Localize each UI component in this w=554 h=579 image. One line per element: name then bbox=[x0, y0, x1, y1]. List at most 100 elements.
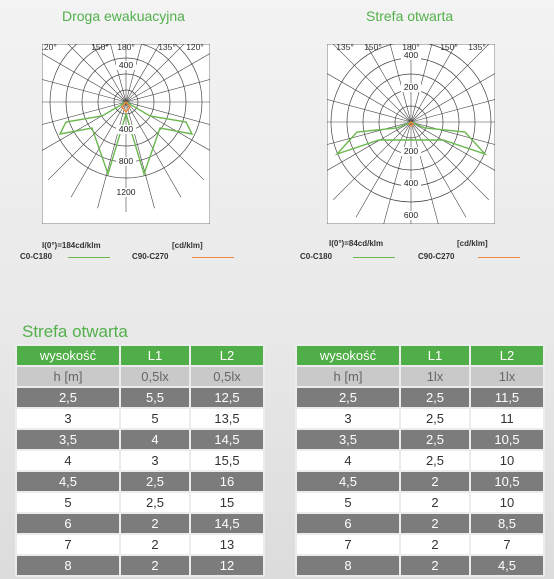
radial-value: 1200 bbox=[117, 187, 136, 197]
table-row: 3 5 13,5 bbox=[15, 407, 265, 430]
angle-label: 150° bbox=[440, 42, 458, 52]
table-cell: 7 bbox=[295, 533, 401, 556]
value-bg bbox=[401, 211, 421, 220]
table-cell: 2,5 bbox=[15, 386, 121, 409]
table-cell: 3,5 bbox=[295, 428, 401, 451]
angle-label: 180° bbox=[117, 42, 135, 52]
grid-radial bbox=[411, 67, 506, 122]
photometric-table-1lx: wysokość L1 L2 h [m] 1lx 1lx 2,5 2,5 11,5 3 2,5… bbox=[295, 344, 545, 577]
grid-radial bbox=[316, 122, 411, 177]
table-row: 7 2 13 bbox=[15, 533, 265, 556]
table-cell: 2,5 bbox=[399, 449, 471, 472]
grid-radial bbox=[48, 102, 126, 180]
angle-label: 105° bbox=[299, 95, 317, 105]
unit-cell: 1lx bbox=[399, 365, 471, 388]
table-cell: 4,5 bbox=[469, 554, 545, 577]
legend-c90-label: C90-C270 bbox=[132, 252, 169, 261]
grid-radial bbox=[126, 7, 181, 102]
table-header-row: wysokość L1 L2 bbox=[295, 344, 545, 367]
grid-radial bbox=[411, 122, 517, 150]
angle-label: 30° bbox=[465, 225, 478, 235]
grid-radial bbox=[126, 102, 204, 180]
table-cell: 14,5 bbox=[189, 512, 265, 535]
photometric-table-05lx: wysokość L1 L2 h [m] 0,5lx 0,5lx 2,5 5,5 12,5… bbox=[15, 344, 265, 577]
table-row: 4,5 2 10,5 bbox=[295, 470, 545, 493]
radial-value: 600 bbox=[404, 210, 418, 220]
column-header: wysokość bbox=[15, 344, 121, 367]
intensity-label: I(0°)=84cd/klm bbox=[329, 239, 384, 248]
value-bg bbox=[116, 157, 136, 166]
table-cell: 10 bbox=[469, 449, 545, 472]
table-cell: 3,5 bbox=[15, 428, 121, 451]
angle-label: 135° bbox=[468, 42, 486, 52]
angle-label: 15° bbox=[86, 224, 99, 234]
grid-radial bbox=[411, 122, 489, 200]
unit-cell: 0,5lx bbox=[119, 365, 191, 388]
table-row: 8 2 12 bbox=[15, 554, 265, 577]
table-cell: 12 bbox=[189, 554, 265, 577]
unit-cell: h [m] bbox=[295, 365, 401, 388]
table-cell: 4 bbox=[15, 449, 121, 472]
grid-radial bbox=[305, 122, 411, 150]
grid-radial bbox=[411, 44, 489, 122]
grid-radial bbox=[411, 27, 466, 122]
angle-label: 60° bbox=[304, 166, 317, 176]
grid-radial bbox=[383, 16, 411, 122]
table-row: 5 2,5 15 bbox=[15, 491, 265, 514]
table-cell: 16 bbox=[189, 470, 265, 493]
table-cell: 10 bbox=[469, 491, 545, 514]
grid-radial bbox=[48, 24, 126, 102]
angle-label: 90° bbox=[505, 118, 518, 128]
table-cell: 3 bbox=[15, 407, 121, 430]
table-cell: 6 bbox=[295, 512, 401, 535]
angle-label: 120° bbox=[505, 70, 523, 80]
table-cell: 5 bbox=[119, 407, 191, 430]
angle-label: 45° bbox=[505, 202, 518, 212]
table-row: 3,5 2,5 10,5 bbox=[295, 428, 545, 451]
table-row: 3 2,5 11 bbox=[295, 407, 545, 430]
table-cell: 13 bbox=[189, 533, 265, 556]
table-cell: 2 bbox=[119, 554, 191, 577]
table-row: 8 2 4,5 bbox=[295, 554, 545, 577]
table-cell: 10,5 bbox=[469, 428, 545, 451]
grid-radial bbox=[98, 102, 126, 208]
table-row: 3,5 4 14,5 bbox=[15, 428, 265, 451]
table-cell: 2,5 bbox=[295, 386, 401, 409]
grid-radial bbox=[126, 74, 232, 102]
grid-radial bbox=[411, 122, 506, 177]
radial-value: 200 bbox=[404, 82, 418, 92]
table-cell: 2 bbox=[119, 533, 191, 556]
legend-c0-line bbox=[353, 257, 395, 258]
angle-label: 15° bbox=[435, 225, 448, 235]
table-row: 4,5 2,5 16 bbox=[15, 470, 265, 493]
table-cell: 3 bbox=[119, 449, 191, 472]
value-bg bbox=[401, 51, 421, 60]
angle-label: 105° bbox=[220, 70, 238, 80]
table-cell: 11 bbox=[469, 407, 545, 430]
c0-c180-curve bbox=[411, 122, 485, 154]
angle-label: 75° bbox=[220, 116, 233, 126]
table-cell: 8,5 bbox=[469, 512, 545, 535]
grid-radial bbox=[71, 7, 126, 102]
section-title: Strefa otwarta bbox=[22, 322, 128, 341]
table-cell: 5,5 bbox=[119, 386, 191, 409]
angle-label: 30° bbox=[46, 224, 59, 234]
column-header: L2 bbox=[469, 344, 545, 367]
table-cell: 13,5 bbox=[189, 407, 265, 430]
angle-label: 75° bbox=[505, 140, 518, 150]
table-cell: 12,5 bbox=[189, 386, 265, 409]
grid-radial bbox=[333, 122, 411, 200]
column-header: wysokość bbox=[295, 344, 401, 367]
unit-cell: 0,5lx bbox=[189, 365, 265, 388]
diagram-title: Strefa otwarta bbox=[366, 8, 454, 24]
legend-c0-line bbox=[68, 257, 110, 258]
angle-label: 180° bbox=[402, 42, 420, 52]
polar-diagram-open-area: 400 200 200 400 600 135° 150° 180° 150° 135° 120° 1… bbox=[327, 44, 495, 224]
table-cell: 6 bbox=[15, 512, 121, 535]
table-row: 2,5 5,5 12,5 bbox=[15, 386, 265, 409]
c0-c180-curve bbox=[126, 102, 192, 174]
radial-value: 400 bbox=[119, 60, 133, 70]
angle-label: 60° bbox=[220, 141, 233, 151]
grid-radial bbox=[333, 44, 411, 122]
